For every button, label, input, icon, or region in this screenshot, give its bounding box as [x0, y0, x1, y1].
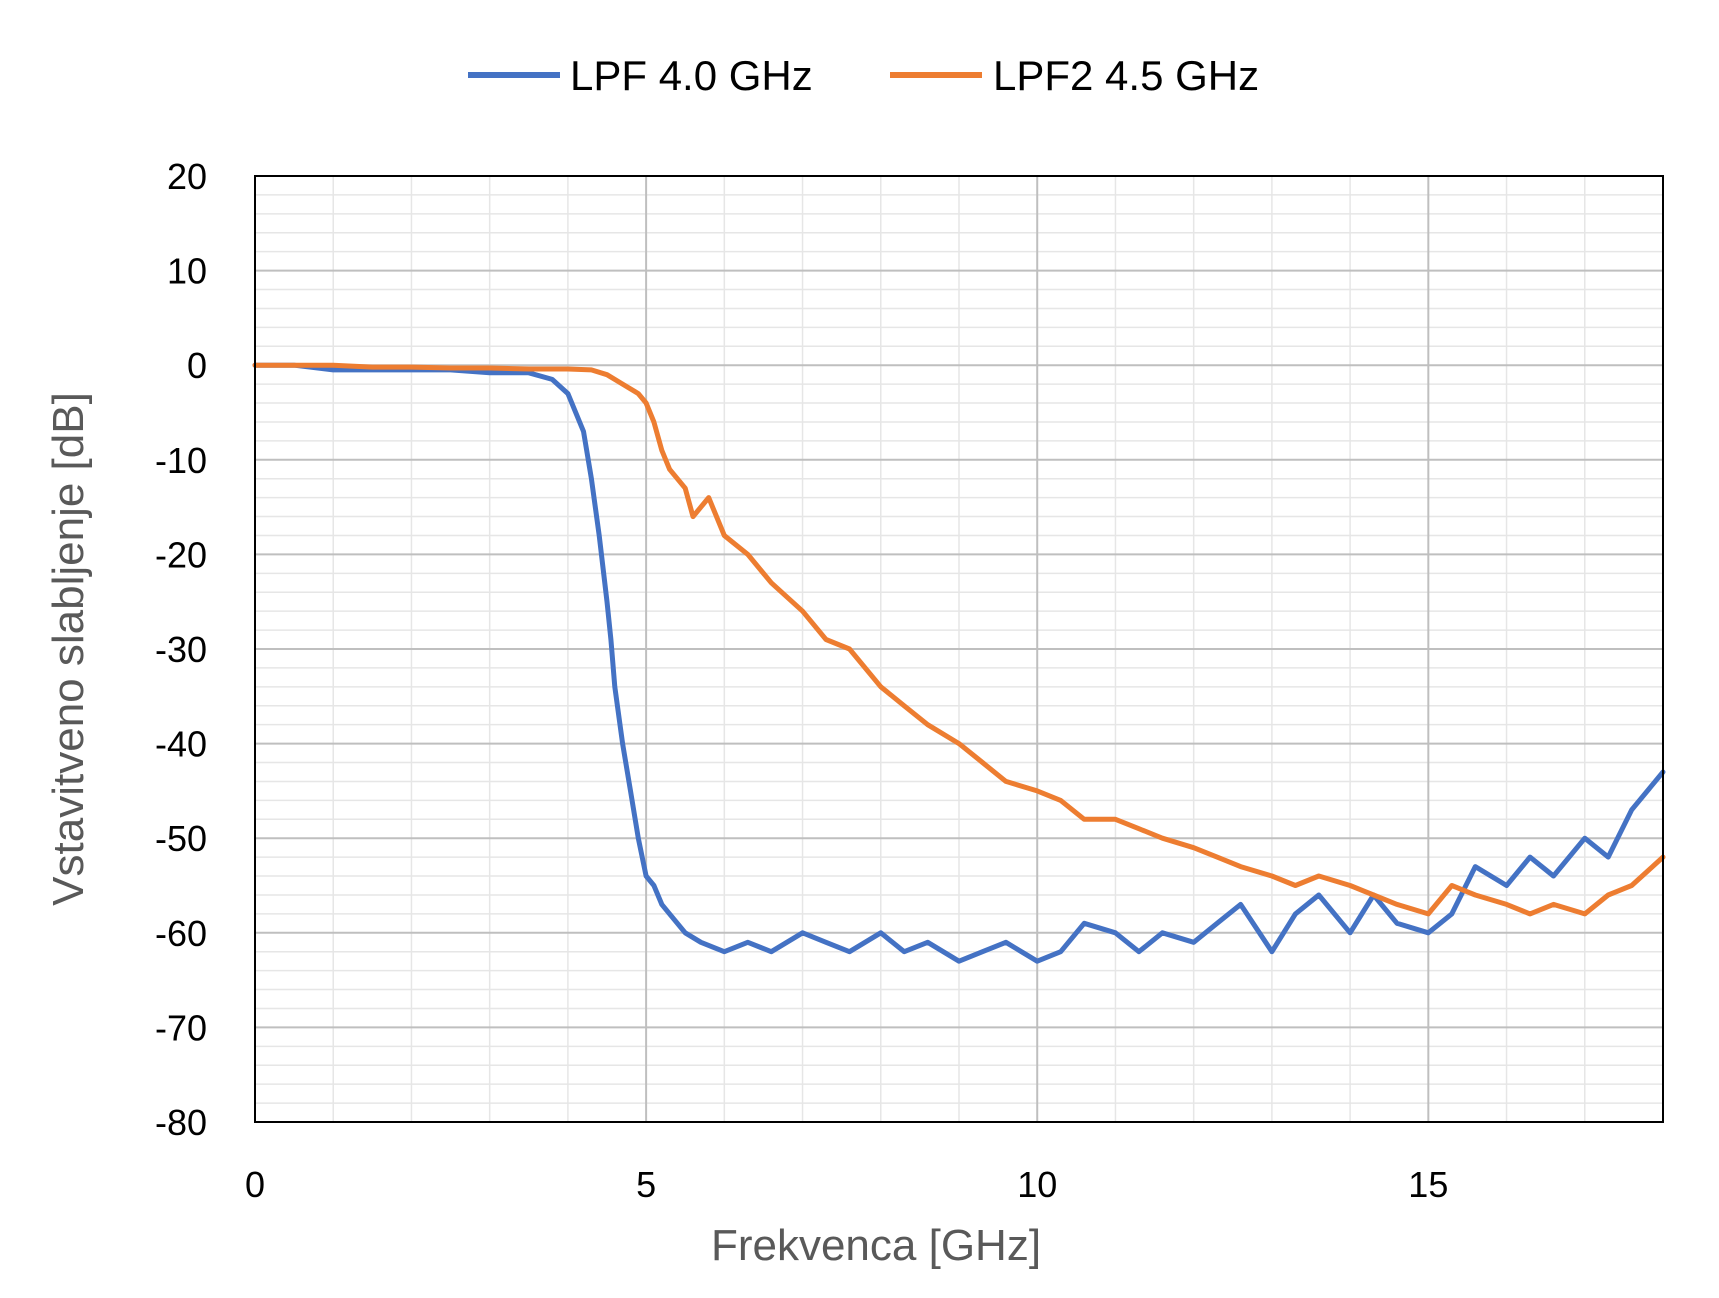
x-tick-label: 10	[1017, 1164, 1057, 1205]
x-tick-label: 15	[1408, 1164, 1448, 1205]
series-line-1	[252, 362, 1666, 917]
y-tick-label: 20	[167, 156, 207, 197]
legend-label-lpf2-4-5: LPF2 4.5 GHz	[993, 52, 1259, 99]
y-tick-label: -70	[155, 1007, 207, 1048]
x-tick-label: 5	[636, 1164, 656, 1205]
series-line-0	[252, 362, 1666, 964]
legend: LPF 4.0 GHz LPF2 4.5 GHz	[468, 52, 1259, 99]
y-tick-label: -60	[155, 913, 207, 954]
y-tick-label: -50	[155, 818, 207, 859]
series-layer	[252, 362, 1666, 964]
y-tick-label: -40	[155, 724, 207, 765]
y-tick-label: -10	[155, 440, 207, 481]
y-tick-label: -80	[155, 1102, 207, 1143]
x-tick-labels: 0 5 10 15	[245, 1164, 1448, 1205]
y-tick-label: -30	[155, 629, 207, 670]
x-axis-title: Frekvenca [GHz]	[711, 1221, 1041, 1270]
y-tick-label: 10	[167, 251, 207, 292]
legend-label-lpf-4-0: LPF 4.0 GHz	[570, 52, 813, 99]
y-tick-label: 0	[187, 345, 207, 386]
y-tick-label: -20	[155, 534, 207, 575]
x-tick-label: 0	[245, 1164, 265, 1205]
y-tick-labels: 20 10 0 -10 -20 -30 -40 -50 -60 -70 -80	[155, 156, 207, 1143]
y-axis-title: Vstavitveno slabljenje [dB]	[44, 392, 93, 906]
plot-border	[254, 175, 1664, 1123]
